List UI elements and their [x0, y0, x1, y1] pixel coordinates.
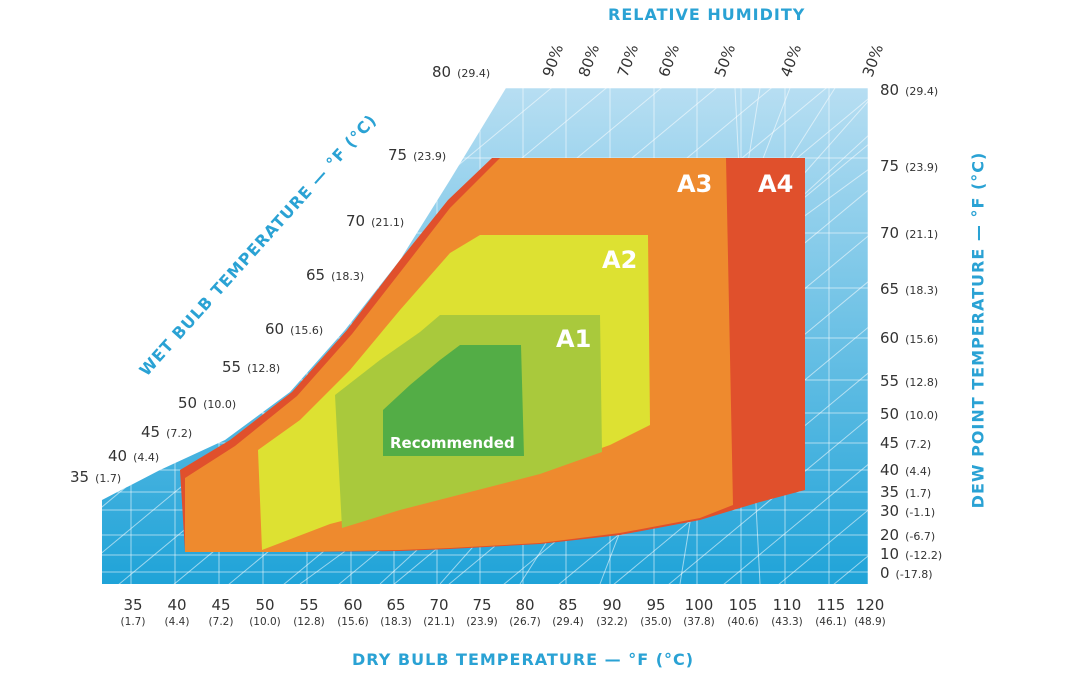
dry-bulb-tick-c-100: (37.8)	[683, 616, 715, 628]
wet-bulb-tick-55: 55 (12.8)	[222, 358, 280, 376]
wet-bulb-tick-70: 70 (21.1)	[346, 212, 404, 230]
wet-bulb-tick-80: 80 (29.4)	[432, 63, 490, 81]
dry-bulb-tick-80: 80	[515, 596, 534, 614]
dry-bulb-tick-60: 60	[343, 596, 362, 614]
dry-bulb-title: DRY BULB TEMPERATURE — °F (°C)	[352, 650, 695, 669]
wet-bulb-tick-60: 60 (15.6)	[265, 320, 323, 338]
dew-point-tick-10: 10 (-12.2)	[880, 545, 942, 563]
dry-bulb-tick-c-40: (4.4)	[165, 616, 190, 628]
rh-tick-90: 90%	[539, 42, 567, 79]
dew-point-tick-30: 30 (-1.1)	[880, 502, 935, 520]
wet-bulb-tick-35: 35 (1.7)	[70, 468, 121, 486]
dry-bulb-tick-95: 95	[646, 596, 665, 614]
zones-layer	[180, 158, 805, 552]
dry-bulb-tick-55: 55	[299, 596, 318, 614]
rh-tick-40: 40%	[777, 42, 805, 79]
dry-bulb-tick-c-60: (15.6)	[337, 616, 369, 628]
wet-bulb-tick-40: 40 (4.4)	[108, 447, 159, 465]
dry-bulb-tick-115: 115	[817, 596, 846, 614]
dry-bulb-tick-c-55: (12.8)	[293, 616, 325, 628]
dry-bulb-tick-c-115: (46.1)	[815, 616, 847, 628]
grid-line	[704, 88, 868, 584]
dry-bulb-tick-c-120: (48.9)	[854, 616, 886, 628]
dry-bulb-tick-c-105: (40.6)	[727, 616, 759, 628]
zone-label-a4: A4	[758, 170, 793, 198]
dew-point-tick-55: 55 (12.8)	[880, 372, 938, 390]
dry-bulb-tick-70: 70	[429, 596, 448, 614]
dew-point-title: DEW POINT TEMPERATURE — °F (°C)	[968, 151, 988, 509]
dry-bulb-tick-c-35: (1.7)	[121, 616, 146, 628]
zone-label-a3: A3	[677, 170, 712, 198]
zone-label-a2: A2	[602, 246, 637, 274]
dry-bulb-tick-90: 90	[602, 596, 621, 614]
dry-bulb-tick-110: 110	[773, 596, 802, 614]
rh-tick-80: 80%	[575, 42, 603, 79]
dry-bulb-tick-c-65: (18.3)	[380, 616, 412, 628]
relative-humidity-title: RELATIVE HUMIDITY	[608, 5, 806, 24]
zone-label-recommended: Recommended	[390, 434, 515, 452]
zone-labels: A4 A3 A2 A1 Recommended	[390, 170, 793, 452]
dry-bulb-tick-c-75: (23.9)	[466, 616, 498, 628]
grid-line	[925, 60, 1080, 600]
dew-point-tick-50: 50 (10.0)	[880, 405, 938, 423]
dew-point-tick-65: 65 (18.3)	[880, 280, 938, 298]
rh-tick-70: 70%	[614, 42, 642, 79]
dew-point-tick-35: 35 (1.7)	[880, 483, 931, 501]
dry-bulb-tick-c-95: (35.0)	[640, 616, 672, 628]
tick-labels: 35(1.7)40(4.4)45(7.2)50(10.0)55(12.8)60(…	[70, 42, 942, 628]
wet-bulb-tick-50: 50 (10.0)	[178, 394, 236, 412]
dew-point-tick-0: 0 (-17.8)	[880, 564, 933, 582]
dry-bulb-tick-45: 45	[211, 596, 230, 614]
zone-label-a1: A1	[556, 325, 591, 353]
wet-bulb-tick-75: 75 (23.9)	[388, 146, 446, 164]
rh-tick-30: 30%	[859, 42, 887, 79]
dry-bulb-tick-65: 65	[386, 596, 405, 614]
dew-point-tick-70: 70 (21.1)	[880, 224, 938, 242]
dry-bulb-tick-c-90: (32.2)	[596, 616, 628, 628]
rh-tick-60: 60%	[655, 42, 683, 79]
dry-bulb-tick-c-50: (10.0)	[249, 616, 281, 628]
dry-bulb-tick-c-70: (21.1)	[423, 616, 455, 628]
dry-bulb-tick-c-85: (29.4)	[552, 616, 584, 628]
dew-point-tick-80: 80 (29.4)	[880, 81, 938, 99]
wet-bulb-tick-65: 65 (18.3)	[306, 266, 364, 284]
dry-bulb-tick-50: 50	[255, 596, 274, 614]
dry-bulb-tick-c-80: (26.7)	[509, 616, 541, 628]
dew-point-tick-60: 60 (15.6)	[880, 329, 938, 347]
dry-bulb-tick-c-110: (43.3)	[771, 616, 803, 628]
dry-bulb-tick-100: 100	[685, 596, 714, 614]
grid-line	[649, 88, 868, 584]
dew-point-tick-75: 75 (23.9)	[880, 157, 938, 175]
dew-point-tick-45: 45 (7.2)	[880, 434, 931, 452]
zone-recommended	[383, 345, 524, 456]
dew-point-tick-40: 40 (4.4)	[880, 461, 931, 479]
dry-bulb-tick-40: 40	[167, 596, 186, 614]
dry-bulb-tick-85: 85	[558, 596, 577, 614]
dew-point-tick-20: 20 (-6.7)	[880, 526, 935, 544]
dry-bulb-tick-75: 75	[472, 596, 491, 614]
wet-bulb-tick-45: 45 (7.2)	[141, 423, 192, 441]
rh-tick-50: 50%	[711, 42, 739, 79]
dry-bulb-tick-35: 35	[123, 596, 142, 614]
dry-bulb-tick-120: 120	[856, 596, 885, 614]
dry-bulb-tick-105: 105	[729, 596, 758, 614]
dry-bulb-tick-c-45: (7.2)	[209, 616, 234, 628]
